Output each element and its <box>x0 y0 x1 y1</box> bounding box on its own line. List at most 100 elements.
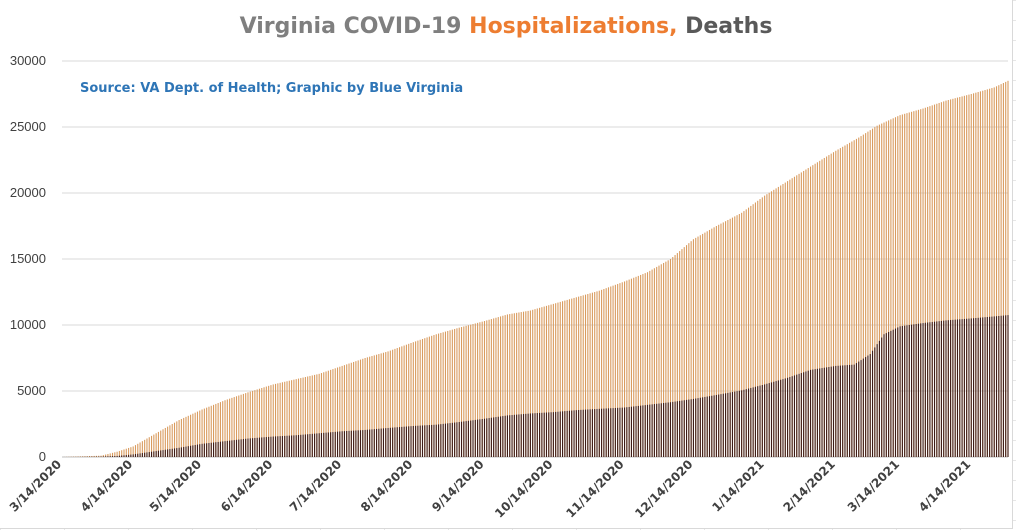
hospitalizations-bar <box>183 417 185 457</box>
deaths-bar <box>644 405 646 457</box>
x-tick-label-7: 10/14/2020 <box>492 457 555 520</box>
hospitalizations-bar <box>107 453 109 457</box>
deaths-bar <box>199 444 201 457</box>
hospitalizations-bar <box>403 345 405 457</box>
deaths-bar <box>376 428 378 457</box>
deaths-bar <box>219 441 221 457</box>
hospitalizations-bar <box>867 131 869 457</box>
deaths-bar <box>568 410 570 457</box>
deaths-bar <box>653 404 655 457</box>
deaths-bar <box>954 319 956 457</box>
hospitalizations-bar <box>150 435 153 457</box>
deaths-bar <box>392 427 394 457</box>
hospitalizations-bar <box>364 358 366 457</box>
hospitalizations-bar <box>424 338 426 457</box>
deaths-bar <box>509 415 511 457</box>
hospitalizations-bar <box>215 403 217 457</box>
deaths-bar <box>642 405 644 457</box>
deaths-bar <box>947 320 949 457</box>
deaths-bar <box>860 360 862 457</box>
deaths-bar <box>630 406 632 457</box>
hospitalizations-bar <box>862 134 864 457</box>
hospitalizations-bar <box>734 216 736 457</box>
deaths-bar <box>718 394 720 457</box>
deaths-bar <box>844 365 846 457</box>
hospitalizations-bar <box>357 360 359 457</box>
hospitalizations-bar <box>968 94 970 457</box>
deaths-bar <box>488 418 490 457</box>
deaths-bar <box>500 416 502 457</box>
hospitalizations-bar <box>731 217 734 457</box>
hospitalizations-bar <box>472 324 474 457</box>
hospitalizations-bar <box>516 312 518 457</box>
deaths-bar <box>793 375 796 457</box>
hospitalizations-bar <box>853 140 855 457</box>
deaths-bar <box>254 437 256 457</box>
deaths-bar <box>116 455 118 457</box>
deaths-bar <box>332 432 334 457</box>
deaths-bar <box>272 436 274 457</box>
hospitalizations-bar <box>440 332 442 457</box>
hospitalizations-bar <box>509 314 511 457</box>
hospitalizations-bar <box>791 178 793 457</box>
hospitalizations-bar <box>169 425 171 457</box>
hospitalizations-bar <box>417 340 419 457</box>
deaths-bar <box>274 436 277 457</box>
deaths-bar <box>911 324 913 457</box>
deaths-bar <box>141 453 143 457</box>
deaths-bar <box>773 381 775 457</box>
deaths-bar <box>892 329 894 457</box>
hospitalizations-bar <box>906 113 908 457</box>
deaths-bar <box>766 383 768 457</box>
deaths-bar <box>725 393 727 457</box>
hospitalizations-bar <box>777 186 779 458</box>
deaths-bar <box>685 399 688 457</box>
deaths-bar <box>727 392 729 457</box>
hospitalizations-bar <box>336 367 339 457</box>
deaths-bar <box>754 386 756 457</box>
deaths-bar <box>805 371 807 457</box>
hospitalizations-bar <box>302 377 304 457</box>
hospitalizations-bar <box>543 306 545 457</box>
hospitalizations-bar <box>502 315 504 457</box>
deaths-bar <box>584 409 587 457</box>
deaths-bar <box>924 322 926 457</box>
hospitalizations-bar <box>695 237 697 457</box>
hospitalizations-bar <box>382 352 385 457</box>
hospitalizations-bar <box>782 184 784 458</box>
deaths-bar <box>899 326 901 457</box>
deaths-bar <box>215 442 217 457</box>
hospitalizations-bar <box>697 236 699 457</box>
deaths-bar <box>966 318 968 457</box>
deaths-bar <box>318 433 320 457</box>
hospitalizations-bar <box>938 102 940 457</box>
deaths-bar <box>688 399 690 457</box>
deaths-bar <box>424 425 426 457</box>
deaths-bar <box>812 369 814 457</box>
hospitalizations-bar <box>793 176 796 457</box>
x-tick-label-6: 9/14/2020 <box>429 457 486 514</box>
hospitalizations-bar <box>463 326 465 457</box>
hospitalizations-bar <box>741 212 743 457</box>
y-tick-label-20000: 20000 <box>10 185 46 200</box>
hospitalizations-bar <box>118 450 120 457</box>
hospitalizations-bar <box>702 233 704 457</box>
hospitalizations-bar <box>885 121 887 458</box>
hospitalizations-bar <box>343 365 345 457</box>
deaths-bar <box>206 443 208 457</box>
hospitalizations-bar <box>557 302 559 457</box>
hospitalizations-bar <box>908 112 910 457</box>
hospitalizations-bar <box>173 422 176 457</box>
hospitalizations-bar <box>435 334 437 457</box>
deaths-bar <box>853 364 855 457</box>
deaths-bar <box>862 358 864 457</box>
hospitalizations-bar <box>144 439 146 457</box>
hospitalizations-bar <box>674 255 676 457</box>
hospitalizations-bar <box>534 309 536 457</box>
hospitalizations-bar <box>738 214 740 457</box>
deaths-bar <box>607 408 610 457</box>
hospitalizations-bar <box>747 207 750 457</box>
deaths-bar <box>750 387 752 457</box>
hospitalizations-bar <box>98 455 100 457</box>
